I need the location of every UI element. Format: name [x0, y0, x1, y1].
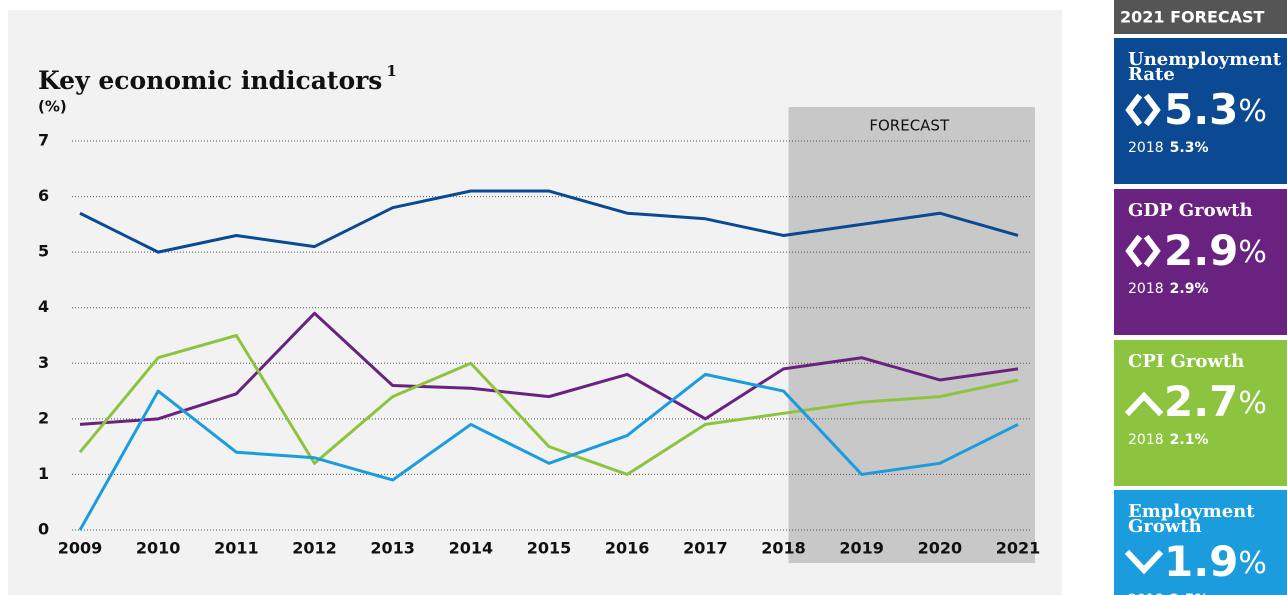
x-tick-label: 2010 — [136, 539, 181, 558]
card-bg — [1114, 490, 1287, 595]
card-value-unit: % — [1238, 235, 1267, 270]
y-tick-label: 0 — [38, 520, 49, 539]
x-tick-label: 2009 — [58, 539, 103, 558]
card-value: 2.7% — [1164, 377, 1267, 426]
y-tick-label: 4 — [38, 297, 49, 316]
card-title: Employment Growth — [1128, 501, 1255, 537]
x-tick-label: 2012 — [292, 539, 337, 558]
card-value-unit: % — [1238, 386, 1267, 421]
card-prior-value: 2.5% — [1170, 592, 1209, 595]
series-line — [79, 311, 1019, 426]
card-value-unit: % — [1238, 94, 1267, 129]
series-line — [78, 334, 1019, 476]
card-value: 5.3% — [1164, 85, 1267, 134]
forecast-region — [788, 107, 1035, 563]
card-value-number: 1.9 — [1164, 537, 1238, 586]
y-tick-label: 6 — [38, 186, 49, 205]
card-icon — [1124, 549, 1164, 575]
x-tick-label: 2014 — [449, 539, 494, 558]
card-icon — [1125, 93, 1161, 127]
card-prior-value: 2.9% — [1170, 281, 1209, 297]
title-text: Key economic indicators — [38, 66, 382, 95]
card-prior-label: 2018 — [1128, 281, 1164, 297]
card-title-line: Growth — [1128, 516, 1202, 537]
title-note: 1 — [386, 62, 396, 80]
card-icon — [1124, 391, 1164, 417]
card-title-line: Unemployment — [1128, 49, 1282, 70]
panel-header-bg — [1114, 0, 1287, 34]
card-title-line: Employment — [1128, 501, 1255, 522]
card-value-number: 2.7 — [1164, 377, 1238, 426]
forecast-label: FORECAST — [869, 117, 950, 135]
y-tick-label: 2 — [38, 408, 49, 427]
card-prior-value: 5.3% — [1170, 140, 1209, 156]
card-prior: 2018 2.1% — [1128, 432, 1208, 448]
card-value-number: 5.3 — [1164, 85, 1238, 134]
card-bg — [1114, 340, 1287, 486]
chart-title: Key economic indicators 1 — [38, 62, 397, 95]
card-prior-label: 2018 — [1128, 592, 1164, 595]
card-icon — [1125, 234, 1161, 268]
x-tick-label: 2019 — [839, 539, 884, 558]
x-tick-label: 2016 — [605, 539, 650, 558]
card-title: GDP Growth — [1128, 200, 1253, 221]
card-value-unit: % — [1238, 546, 1267, 581]
x-tick-label: 2020 — [918, 539, 963, 558]
panel-header: 2021 FORECAST — [1120, 8, 1265, 27]
y-tick-label: 3 — [38, 353, 49, 372]
x-tick-label: 2017 — [683, 539, 728, 558]
card-prior-value: 2.1% — [1170, 432, 1209, 448]
card-prior: 2018 2.9% — [1128, 281, 1208, 297]
x-tick-label: 2021 — [996, 539, 1041, 558]
x-tick-label: 2018 — [761, 539, 806, 558]
y-tick-label: 7 — [38, 131, 49, 150]
series-line — [79, 189, 1019, 254]
x-tick-label: 2011 — [214, 539, 259, 558]
card-prior: 2018 5.3% — [1128, 140, 1208, 156]
y-axis-label: (%) — [38, 98, 67, 116]
card-prior-label: 2018 — [1128, 432, 1164, 448]
card-title-line: Rate — [1128, 64, 1175, 85]
card-value: 1.9% — [1164, 537, 1267, 586]
card-title: CPI Growth — [1128, 351, 1244, 372]
card-prior: 2018 2.5% — [1128, 592, 1208, 595]
y-tick-label: 1 — [38, 464, 49, 483]
card-value: 2.9% — [1164, 226, 1267, 275]
x-tick-label: 2013 — [370, 539, 415, 558]
x-tick-label: 2015 — [527, 539, 572, 558]
card-bg — [1114, 38, 1287, 184]
card-title: Unemployment Rate — [1128, 49, 1282, 85]
y-tick-label: 5 — [38, 242, 49, 261]
card-value-number: 2.9 — [1164, 226, 1238, 275]
series-line — [78, 372, 1019, 531]
card-bg — [1114, 189, 1287, 335]
card-prior-label: 2018 — [1128, 140, 1164, 156]
